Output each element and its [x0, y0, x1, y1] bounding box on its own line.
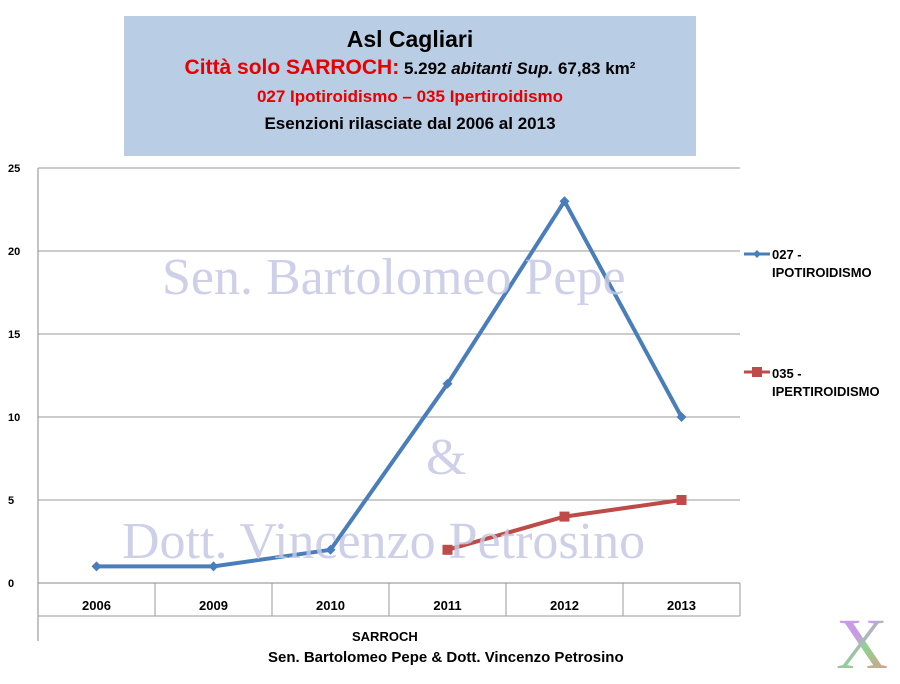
title-population-label: abitanti Sup. [451, 59, 554, 78]
title-asl: Asl Cagliari [346, 26, 474, 52]
title-city-name: Città solo SARROCH: [184, 56, 400, 79]
data-point-s0-2012 [559, 196, 570, 207]
legend-label-035: 035 - IPERTIROIDISMO [772, 366, 880, 399]
y-tick-label-5: 5 [8, 495, 14, 507]
data-point-s0-2006 [91, 561, 102, 572]
data-point-s0-2013 [676, 412, 687, 422]
watermark-line2: & [426, 429, 467, 486]
watermark-line1: Sen. Bartolomeo Pepe [162, 249, 626, 306]
title-area: 67,83 km² [553, 59, 636, 78]
legend-marker-1 [752, 367, 762, 377]
title-period: Esenzioni rilasciate dal 2006 al 2013 [264, 114, 556, 133]
logo-x-glyph: X [836, 604, 888, 684]
y-tick-label-0: 0 [8, 578, 14, 590]
watermark-line3: Dott. Vincenzo Petrosino [122, 513, 646, 570]
legend-marker-0 [753, 250, 761, 258]
title-box: Asl Cagliari Città solo SARROCH: 5.292 a… [124, 16, 696, 156]
data-point-s0-2009 [208, 561, 219, 572]
x-tick-label-2006: 2006 [82, 598, 111, 613]
data-point-s1-2012 [559, 511, 570, 522]
x-tick-label-2013: 2013 [667, 598, 696, 613]
logo-x: X [836, 608, 888, 680]
x-axis-label: SARROCH [352, 629, 418, 644]
x-tick-label-2009: 2009 [199, 598, 228, 613]
x-tick-label-2012: 2012 [550, 598, 579, 613]
credit-text: Sen. Bartolomeo Pepe & Dott. Vincenzo Pe… [268, 649, 624, 666]
title-city: Città solo SARROCH: 5.292 abitanti Sup. … [124, 54, 696, 83]
data-point-s1-2011 [442, 544, 453, 555]
title-population: 5.292 [399, 59, 452, 78]
x-tick-label-2011: 2011 [433, 598, 461, 613]
data-point-s1-2013 [676, 495, 687, 505]
data-point-s0-2011 [442, 378, 453, 389]
series-line-0 [96, 199, 684, 569]
x-tick-label-2010: 2010 [316, 598, 345, 613]
y-tick-label-20: 20 [8, 246, 20, 258]
y-tick-label-10: 10 [8, 412, 20, 424]
y-tick-label-15: 15 [8, 329, 20, 341]
y-tick-label-25: 25 [8, 163, 20, 175]
legend-label-027: 027 - IPOTIROIDISMO [772, 247, 872, 280]
data-point-s0-2010 [325, 544, 336, 555]
title-diseases: 027 Ipotiroidismo – 035 Ipertiroidismo [256, 87, 564, 106]
